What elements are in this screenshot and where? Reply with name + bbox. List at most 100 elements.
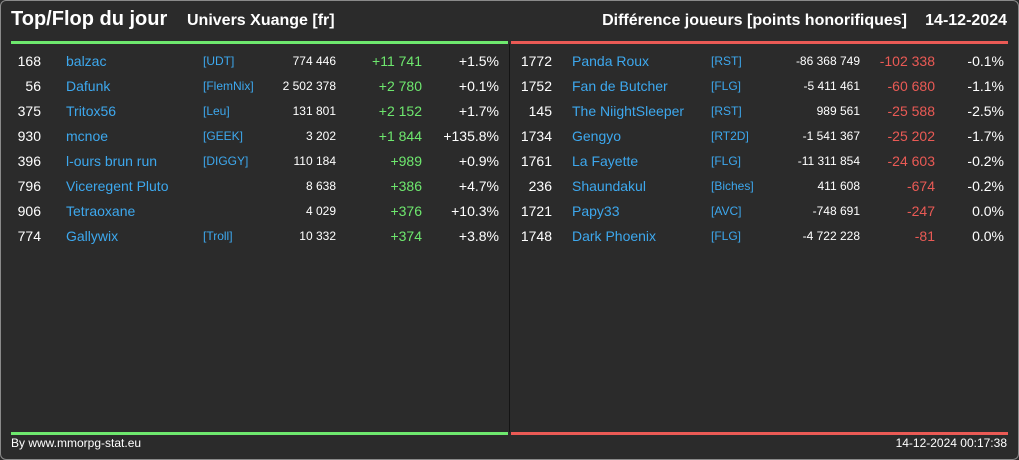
table-row: 396 l-ours brun run [DIGGY] 110 184 +989 +0.9… [11,151,507,176]
percent-change: +0.1% [458,78,499,94]
points-difference: +374 [390,228,422,244]
table-row: 930 mcnoe [GEEK] 3 202 +1 844 +135.8% [11,126,507,151]
player-name-link[interactable]: Shaundakul [572,178,646,194]
player-points: 8 638 [305,179,336,193]
flop-panel-top-bar [511,41,1008,44]
player-points: -11 311 854 [797,154,860,168]
player-rank: 930 [17,128,41,144]
flop-panel-bottom-bar [511,432,1008,435]
percent-change: -1.1% [967,78,1004,94]
percent-change: -1.7% [967,128,1004,144]
alliance-link[interactable]: [FlemNix] [203,79,254,93]
table-row: 168 balzac [UDT] 774 446 +11 741 +1.5% [11,51,507,76]
top-list: 168 balzac [UDT] 774 446 +11 741 +1.5% 56 Dafun… [11,51,507,251]
alliance-link[interactable]: [Biches] [711,179,754,193]
percent-change: +135.8% [443,128,499,144]
percent-change: 0.0% [972,203,1004,219]
player-rank: 774 [17,228,41,244]
points-difference: -81 [914,228,935,244]
alliance-link[interactable]: [DIGGY] [203,154,249,168]
points-difference: -24 603 [887,153,935,169]
flop-list: 1772 Panda Roux [RST] -86 368 749 -102 338 -0… [511,51,1007,251]
player-points: 110 184 [293,154,337,168]
player-name-link[interactable]: Papy33 [572,203,620,219]
player-name-link[interactable]: Tetraoxane [66,203,136,219]
points-difference: +386 [390,178,422,194]
points-difference: -102 338 [879,53,935,69]
player-rank: 56 [25,78,41,94]
percent-change: 0.0% [972,228,1004,244]
alliance-link[interactable]: [UDT] [203,54,235,68]
player-name-link[interactable]: The NiightSleeper [572,103,685,119]
player-points: 131 801 [292,104,336,118]
player-name-link[interactable]: Gengyo [572,128,622,144]
footer-timestamp: 14-12-2024 00:17:38 [895,436,1007,450]
report-date: 14-12-2024 [925,12,1007,29]
flop-panel: 1772 Panda Roux [RST] -86 368 749 -102 338 -0… [511,41,1008,435]
alliance-link[interactable]: [FLG] [711,229,742,243]
player-rank: 906 [17,203,41,219]
table-row: 906 Tetraoxane 4 029 +376 +10.3% [11,201,507,226]
player-rank: 1734 [520,128,552,144]
alliance-link[interactable]: [GEEK] [203,129,244,143]
player-name-link[interactable]: Gallywix [66,228,119,244]
player-rank: 1752 [520,78,552,94]
header: Top/Flop du jour Univers Xuange [fr] Dif… [1,1,1018,37]
player-name-link[interactable]: Dark Phoenix [572,228,657,244]
player-rank: 168 [17,53,41,69]
table-row: 774 Gallywix [Troll] 10 332 +374 +3.8% [11,226,507,251]
page-title: Top/Flop du jour [11,8,168,30]
alliance-link[interactable]: [RT2D] [711,129,749,143]
player-rank: 796 [17,178,41,194]
percent-change: -0.2% [967,153,1004,169]
universe-label: Univers Xuange [fr] [187,12,335,29]
player-name-link[interactable]: Dafunk [66,78,111,94]
points-difference: +989 [390,153,422,169]
alliance-link[interactable]: [RST] [711,54,742,68]
percent-change: +0.9% [458,153,499,169]
credit-text: By www.mmorpg-stat.eu [11,436,142,450]
alliance-link[interactable]: [AVC] [711,204,742,218]
player-name-link[interactable]: Viceregent Pluto [66,178,169,194]
alliance-link[interactable]: [Troll] [203,229,233,243]
player-name-link[interactable]: Tritox56 [66,103,117,119]
table-row: 236 Shaundakul [Biches] 411 608 -674 -0.2% [511,176,1007,201]
points-difference: +2 152 [378,103,422,119]
player-rank: 1721 [520,203,552,219]
player-name-link[interactable]: balzac [66,53,107,69]
points-difference: -674 [906,178,935,194]
player-points: -748 691 [812,204,860,218]
alliance-link[interactable]: [Leu] [203,104,230,118]
player-name-link[interactable]: Fan de Butcher [572,78,668,94]
alliance-link[interactable]: [FLG] [711,154,742,168]
player-rank: 396 [17,153,41,169]
points-difference: +11 741 [372,53,422,69]
player-points: 3 202 [305,129,336,143]
points-difference: -25 588 [887,103,935,119]
panel-divider [509,44,510,432]
player-name-link[interactable]: Panda Roux [572,53,650,69]
player-rank: 236 [528,178,552,194]
player-rank: 1761 [520,153,552,169]
points-difference: -25 202 [887,128,935,144]
player-name-link[interactable]: mcnoe [66,128,109,144]
player-points: 411 608 [817,179,861,193]
percent-change: -2.5% [967,103,1004,119]
alliance-link[interactable]: [RST] [711,104,742,118]
percent-change: +3.8% [458,228,499,244]
table-row: 145 The NiightSleeper [RST] 989 561 -25 588 -… [511,101,1007,126]
player-points: 10 332 [299,229,336,243]
alliance-link[interactable]: [FLG] [711,79,742,93]
top-panel-top-bar [11,41,508,44]
table-row: 1761 La Fayette [FLG] -11 311 854 -24 603 -0.… [511,151,1007,176]
player-name-link[interactable]: La Fayette [572,153,639,169]
points-difference: +376 [390,203,422,219]
player-name-link[interactable]: l-ours brun run [66,153,158,169]
table-row: 796 Viceregent Pluto 8 638 +386 +4.7% [11,176,507,201]
table-row: 1772 Panda Roux [RST] -86 368 749 -102 338 -0… [511,51,1007,76]
player-rank: 1772 [520,53,552,69]
points-difference: +2 780 [378,78,422,94]
points-difference: +1 844 [378,128,422,144]
percent-change: +4.7% [458,178,499,194]
